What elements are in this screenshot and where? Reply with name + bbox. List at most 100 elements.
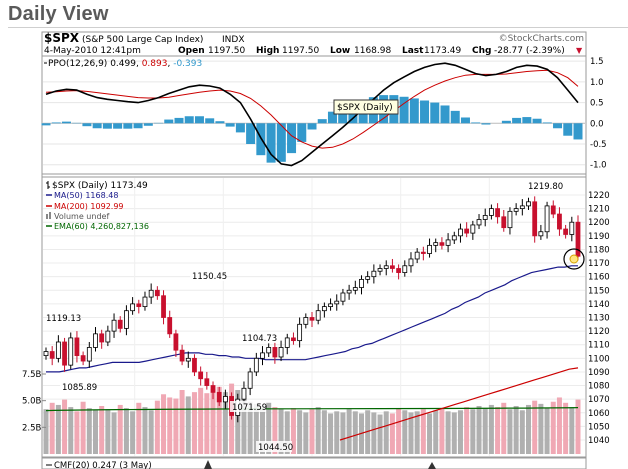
ppo-axis-ticks: 1.5 1.0 0.5 0.0 -0.5 -1.0 (590, 57, 607, 171)
volume-bar (575, 399, 581, 454)
annotation-1150: 1150.45 (192, 272, 227, 282)
price-candles (43, 196, 581, 423)
volume-bar (433, 410, 439, 454)
candle-body (488, 208, 494, 216)
volume-bars (43, 383, 581, 454)
volume-bar (204, 393, 210, 454)
candle-body (117, 319, 123, 329)
volume-bar (297, 410, 303, 454)
price-tick-label: 1140 (588, 300, 610, 310)
annotation-1071: 1071.59 (232, 403, 267, 413)
ppo-histogram-bar (338, 106, 348, 124)
volume-bar (550, 401, 556, 454)
ppo-histogram-bar (123, 123, 133, 129)
legend-volume: Volume undef (54, 212, 109, 221)
price-tick-label: 1170 (588, 259, 610, 269)
volume-bar (352, 411, 358, 454)
ppo-value: 0.499 (110, 59, 136, 69)
candle-body (519, 205, 525, 210)
volume-bar (476, 406, 482, 454)
volume-bar (457, 410, 463, 454)
candle-body (557, 213, 562, 230)
legend-ma50: MA(50) 1168.48 (54, 191, 118, 200)
candle-body (185, 357, 191, 362)
volume-bar (470, 409, 476, 454)
volume-bar (161, 394, 167, 454)
ppo-histogram-bar (205, 118, 215, 124)
title-divider (8, 27, 628, 28)
volume-bar (179, 390, 185, 454)
last-value: 1173.49 (424, 46, 461, 56)
candle-body (563, 228, 569, 235)
volume-bar (427, 413, 433, 454)
exchange: INDX (222, 35, 244, 45)
candle-body (451, 235, 457, 241)
candle-body (309, 317, 315, 321)
last-price-marker (563, 248, 585, 270)
volume-bar (445, 411, 451, 454)
candle-body (266, 347, 272, 354)
volume-bar (556, 397, 562, 454)
volume-bar (74, 411, 80, 454)
candle-body (402, 265, 408, 273)
ppo-histogram-bar (317, 119, 327, 124)
ppo-histogram-bar (92, 123, 102, 129)
volume-axis-ticks: 7.5B 5.0B 2.5B (22, 370, 46, 433)
volume-bar (86, 408, 92, 454)
candle-body (396, 268, 402, 273)
ppo-histogram-bar (61, 121, 71, 124)
volume-bar (402, 410, 408, 454)
ppo-tick-label: 0.0 (590, 119, 604, 129)
ppo-histogram-bar (266, 123, 276, 163)
candle-body (346, 289, 352, 294)
volume-bar (198, 387, 204, 454)
candle-body (507, 210, 513, 229)
candle-body (532, 201, 538, 237)
candle-body (408, 258, 414, 267)
ppo-histogram-bar (225, 123, 235, 127)
volume-bar (526, 404, 532, 454)
ppo-histogram-bar (553, 123, 563, 129)
candle-body (136, 303, 142, 308)
price-tick-label: 1050 (588, 422, 610, 432)
ppo-panel (41, 55, 587, 175)
volume-bar (105, 409, 111, 454)
annotation-1119: 1119.13 (46, 314, 81, 324)
volume-bar (62, 399, 68, 454)
volume-bar (185, 396, 191, 454)
volume-bar (284, 411, 290, 454)
price-tick-label: 1040 (588, 436, 610, 446)
volume-bar (346, 409, 352, 454)
volume-bar (532, 400, 538, 454)
candle-body (501, 216, 507, 229)
ppo-label: PPO(12,26,9) 0.499, 0.893, -0.393 (48, 59, 202, 69)
ppo-histogram-bar (276, 123, 286, 162)
high-label: High (256, 46, 279, 56)
ppo-histogram-bar (573, 123, 583, 140)
candle-body (569, 221, 575, 235)
volume-bar (68, 407, 74, 454)
ppo-line (45, 62, 579, 167)
volume-bar (371, 412, 377, 454)
candle-body (328, 303, 333, 308)
ppo-histogram-bar (399, 96, 409, 124)
open-value: 1197.50 (208, 46, 245, 56)
price-tick-label: 1190 (588, 232, 610, 242)
candle-body (130, 303, 136, 312)
volume-tick-label: 5.0B (22, 397, 42, 407)
candle-body (538, 231, 544, 237)
low-label: Low (330, 46, 350, 56)
volume-bar (563, 402, 569, 454)
ppo-histogram-bar (481, 123, 491, 125)
volume-bar (321, 410, 327, 454)
volume-bar (117, 404, 123, 454)
open-label: Open (178, 46, 205, 56)
candle-body (513, 208, 519, 212)
candle-body (476, 219, 482, 226)
candle-body (414, 251, 420, 260)
ppo-histogram-bar (102, 123, 112, 129)
annotation-1085: 1085.89 (62, 383, 97, 393)
candle-body (495, 208, 500, 218)
ppo-histogram-bar (143, 123, 153, 126)
volume-bar (334, 411, 340, 454)
